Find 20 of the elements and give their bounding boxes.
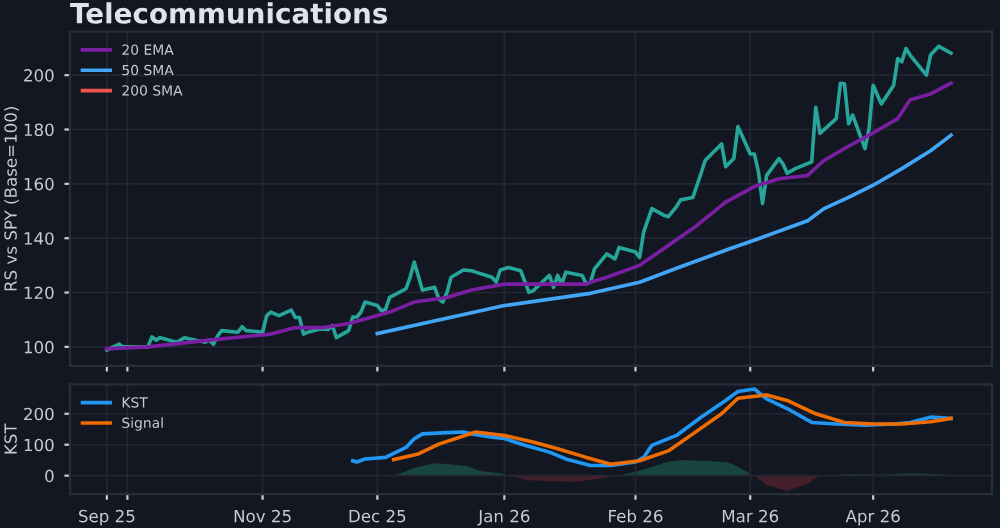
x-tick-label: Dec 25 — [349, 509, 406, 523]
y-tick-label: 120 — [24, 286, 54, 300]
x-tick-label: Jan 26 — [477, 509, 530, 526]
y-tick-label: 0 — [45, 469, 54, 483]
y-axis-title: KST — [4, 423, 17, 454]
y-tick-label: 200 — [24, 69, 54, 82]
x-tick-label: Feb 26 — [609, 509, 663, 523]
y-tick-label: 140 — [24, 232, 54, 245]
x-tick-label: Mar 26 — [722, 509, 779, 523]
x-tick-label: Sep 25 — [79, 509, 135, 526]
x-tick-label: Apr 26 — [845, 509, 900, 526]
chart-title: Telecommunications — [70, 2, 388, 24]
line-series — [375, 133, 953, 336]
y-tick-label: 180 — [24, 123, 54, 137]
y-tick-label: 200 — [24, 407, 54, 421]
x-tick-label: Nov 25 — [234, 509, 291, 523]
y-tick-label: 100 — [24, 438, 54, 452]
y-tick-label: 100 — [24, 340, 54, 354]
y-tick-label: 160 — [24, 177, 54, 191]
y-axis-title: RS vs SPY (Base=100) — [4, 107, 19, 291]
